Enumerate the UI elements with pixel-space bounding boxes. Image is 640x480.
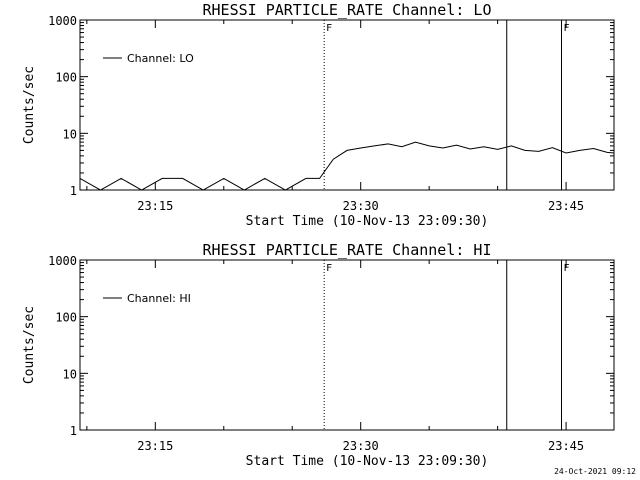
x-tick-label: 23:15 [137,439,173,453]
x-tick-label: 23:45 [548,439,584,453]
plot-frame [79,19,615,191]
event-marker-label: F [564,263,570,274]
y-axis-label: Counts/sec [22,306,37,384]
y-tick-label: 100 [55,311,77,325]
x-tick-label: 23:30 [343,439,379,453]
series-line [79,20,615,191]
event-marker-label: F [564,23,570,34]
y-tick-label: 10 [63,127,77,141]
panel-title: RHESSI PARTICLE_RATE Channel: LO [203,1,492,19]
y-tick-label: 1 [70,184,77,198]
x-axis-label: Start Time (10-Nov-13 23:09:30) [246,214,489,229]
footer-timestamp: 24-Oct-2021 09:12 [554,467,636,476]
y-axis-label: Counts/sec [22,66,37,144]
y-tick-label: 10 [63,367,77,381]
x-tick-label: 23:15 [137,199,173,213]
y-tick-label: 100 [55,71,77,85]
y-tick-label: 1000 [48,254,77,268]
plot-frame [79,259,615,431]
y-tick-label: 1000 [48,14,77,28]
x-tick-label: 23:30 [343,199,379,213]
legend-label: Channel: LO [127,52,194,65]
x-tick-label: 23:45 [548,199,584,213]
x-axis-label: Start Time (10-Nov-13 23:09:30) [246,454,489,469]
panel-title: RHESSI PARTICLE_RATE Channel: HI [203,241,492,259]
legend-label: Channel: HI [127,292,191,305]
event-marker-label: F [326,23,332,34]
event-marker-label: F [326,263,332,274]
y-tick-label: 1 [70,424,77,438]
